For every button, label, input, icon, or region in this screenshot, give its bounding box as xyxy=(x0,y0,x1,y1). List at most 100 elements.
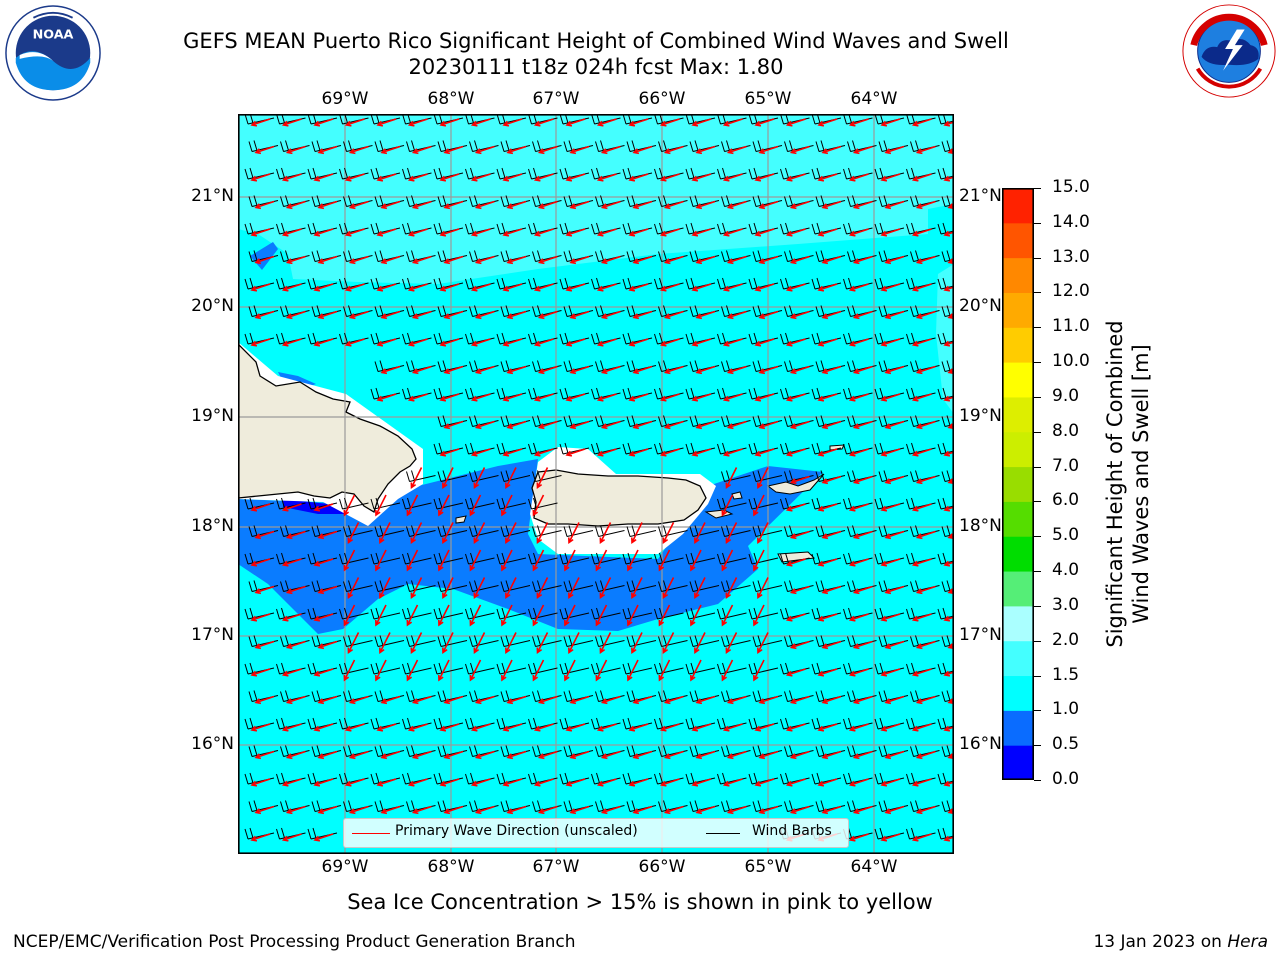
wave-direction-arrow xyxy=(474,200,495,210)
wave-direction-arrow xyxy=(596,173,617,182)
wave-direction-arrow xyxy=(785,283,806,292)
wave-direction-arrow xyxy=(442,522,454,544)
wave-direction-arrow xyxy=(600,420,621,430)
lon-tick-bottom: 65°W xyxy=(744,857,792,877)
wave-direction-arrow xyxy=(695,365,716,375)
wave-direction-arrow xyxy=(533,778,554,787)
colorbar-segment xyxy=(1002,710,1034,746)
wave-direction-arrow xyxy=(502,228,523,237)
wave-direction-arrow xyxy=(817,173,838,182)
wave-direction-arrow xyxy=(313,283,334,292)
wave-direction-arrow xyxy=(532,604,545,627)
wave-direction-arrow xyxy=(596,283,617,292)
wave-direction-arrow xyxy=(595,604,608,627)
wave-direction-arrow xyxy=(915,695,936,705)
colorbar-segment xyxy=(1002,362,1034,398)
wave-direction-arrow xyxy=(947,423,954,430)
wave-direction-arrow xyxy=(411,145,432,155)
footer-host: Hera xyxy=(1227,932,1268,952)
wave-direction-arrow xyxy=(789,695,810,705)
wave-direction-arrow xyxy=(343,659,356,682)
wind-barb xyxy=(370,552,401,565)
wave-direction-arrow xyxy=(285,145,306,155)
wave-direction-arrow xyxy=(254,200,275,210)
wave-direction-arrow xyxy=(821,805,842,815)
wave-direction-arrow xyxy=(596,393,617,402)
wave-direction-arrow xyxy=(501,494,513,517)
wave-direction-arrow xyxy=(880,503,901,512)
wave-direction-arrow xyxy=(470,118,491,127)
wave-direction-arrow xyxy=(443,750,464,760)
wave-direction-arrow xyxy=(564,659,576,682)
wave-direction-arrow xyxy=(659,723,680,732)
wave-direction-arrow xyxy=(852,530,873,540)
wave-direction-arrow xyxy=(348,805,369,815)
wave-direction-arrow xyxy=(285,310,306,320)
wave-direction-arrow xyxy=(628,338,649,347)
wave-direction-arrow xyxy=(663,365,684,375)
wind-barb xyxy=(339,552,369,565)
wave-direction-arrow xyxy=(852,805,873,815)
wave-direction-arrow xyxy=(880,833,901,842)
wave-direction-arrow xyxy=(344,283,365,292)
wave-direction-arrow xyxy=(817,503,838,512)
wave-direction-arrow xyxy=(880,118,901,127)
wave-direction-arrow xyxy=(880,778,901,787)
wave-direction-arrow xyxy=(726,805,747,815)
wave-direction-arrow xyxy=(852,475,873,485)
colorbar-tick-label: 13.0 xyxy=(1052,246,1090,267)
colorbar-tick-label: 15.0 xyxy=(1052,177,1090,197)
wave-direction-arrow xyxy=(410,577,423,599)
wind-barb xyxy=(941,690,954,702)
wave-direction-arrow xyxy=(411,805,432,815)
wave-direction-arrow xyxy=(821,530,842,540)
wind-barb xyxy=(374,525,405,537)
wind-barb xyxy=(752,525,783,537)
wave-direction-arrow xyxy=(344,723,365,732)
wave-direction-arrow xyxy=(250,283,271,292)
wave-direction-arrow xyxy=(254,640,275,650)
wind-barb xyxy=(721,635,751,647)
wind-barb xyxy=(941,305,954,317)
wave-direction-arrow xyxy=(313,778,334,787)
wave-direction-arrow xyxy=(410,632,423,654)
map-title: GEFS MEAN Puerto Rico Significant Height… xyxy=(183,29,1009,53)
wave-direction-arrow xyxy=(564,604,576,627)
wave-direction-arrow xyxy=(344,173,365,182)
colorbar-tick-mark xyxy=(1034,396,1041,398)
wave-height-map xyxy=(238,114,954,854)
island-culebra xyxy=(731,491,743,500)
wave-direction-arrow xyxy=(628,448,649,457)
wind-barb xyxy=(937,827,954,840)
wind-barb xyxy=(941,250,954,262)
wave-direction-arrow xyxy=(313,173,334,182)
wave-direction-arrow xyxy=(600,200,621,210)
wave-direction-arrow xyxy=(568,522,580,544)
wave-direction-arrow xyxy=(569,145,590,155)
wave-direction-arrow xyxy=(789,805,810,815)
wave-direction-arrow xyxy=(880,558,901,567)
wave-direction-arrow xyxy=(348,255,369,265)
wind-barb xyxy=(591,662,621,675)
colorbar-segment xyxy=(1002,292,1034,328)
wave-direction-arrow xyxy=(376,283,397,292)
lon-tick-bottom: 64°W xyxy=(850,857,898,877)
wave-direction-arrow xyxy=(569,255,590,265)
wave-direction-arrow xyxy=(533,228,554,237)
wave-direction-arrow xyxy=(537,695,558,705)
wave-direction-arrow xyxy=(659,118,680,127)
wave-direction-arrow xyxy=(631,577,643,599)
wave-direction-arrow xyxy=(502,778,523,787)
wind-barb xyxy=(626,580,657,592)
wave-direction-arrow xyxy=(754,173,775,182)
wave-direction-arrow xyxy=(343,604,356,627)
wind-barb xyxy=(748,662,779,675)
wave-direction-arrow xyxy=(722,393,743,402)
wave-direction-arrow xyxy=(753,604,765,627)
wave-direction-arrow xyxy=(695,420,716,430)
wave-direction-arrow xyxy=(726,310,747,320)
wave-direction-arrow xyxy=(469,604,482,627)
wave-direction-arrow xyxy=(915,200,936,210)
wind-barb xyxy=(721,580,751,592)
wave-direction-arrow xyxy=(757,467,769,489)
